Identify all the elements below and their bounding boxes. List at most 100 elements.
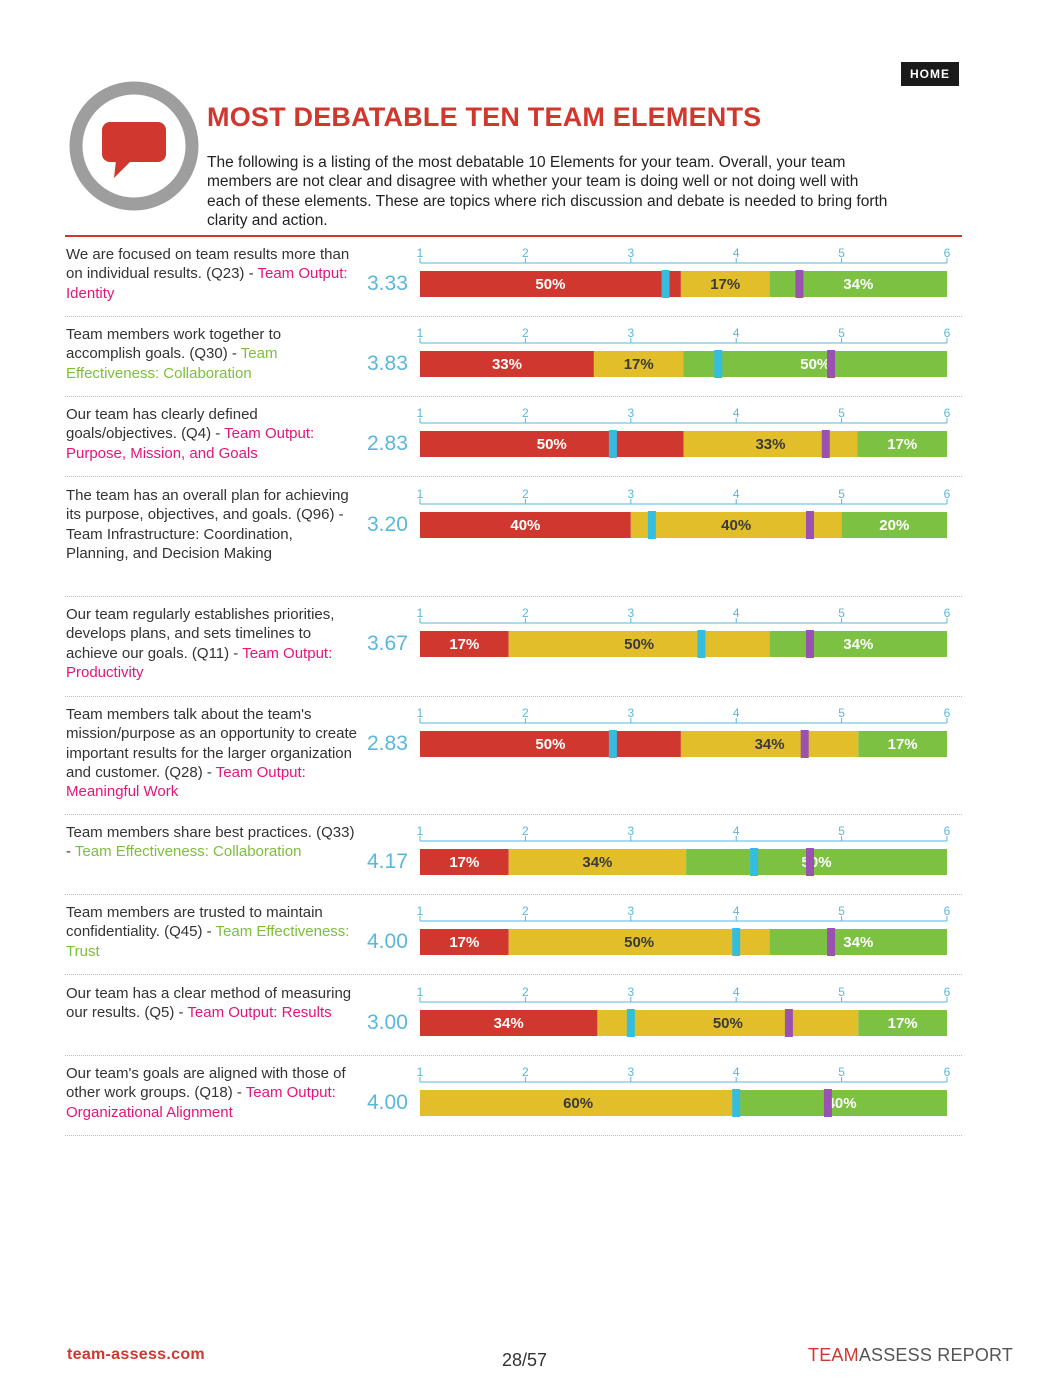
- bar-segment-yellow: [593, 351, 684, 377]
- row-divider: [65, 696, 962, 697]
- scale-tick-label: 2: [522, 246, 529, 260]
- bar-segment-green: [683, 351, 947, 377]
- bar-segment-green: [686, 849, 947, 875]
- element-row: Team members are trusted to maintain con…: [65, 903, 962, 983]
- category-link[interactable]: Team Output: Results: [187, 1004, 332, 1022]
- scale-tick-label: 3: [627, 606, 634, 620]
- category-link[interactable]: Team Effectiveness: Collaboration: [74, 843, 302, 861]
- statement-text: Team members work together to accomplish…: [66, 326, 282, 363]
- scale-tick-label: 4: [733, 487, 740, 501]
- statement-text: Our team regularly establishes prioritie…: [66, 606, 335, 662]
- bar-segment-green: [841, 512, 947, 538]
- scale-tick-label: 4: [733, 606, 740, 620]
- category-link[interactable]: Team Output: Productivity: [66, 644, 333, 681]
- scale-tick-label: 6: [944, 904, 951, 918]
- element-statement: Our team's goals are aligned with those …: [66, 1064, 358, 1122]
- scale-tick-label: 5: [838, 985, 845, 999]
- category-link[interactable]: Team Effectiveness: Collaboration: [66, 345, 278, 382]
- scale-tick-label: 5: [838, 824, 845, 838]
- team-average-marker: [608, 430, 617, 458]
- category-link[interactable]: Team Effectiveness: Trust: [66, 923, 350, 960]
- bar-segment-label: 40%: [510, 517, 540, 534]
- bar-segment-label: 17%: [624, 356, 654, 373]
- statement-text: Team members talk about the team's missi…: [66, 706, 357, 781]
- scale-tick-label: 2: [522, 487, 529, 501]
- comparison-marker: [805, 630, 814, 658]
- bar-segment-label: 34%: [494, 1015, 524, 1032]
- response-bar-svg: 1 2 3 4 5 6 40% 40% 20%: [417, 487, 951, 539]
- team-average-marker: [661, 270, 670, 298]
- bar-segment-label: 50%: [800, 356, 830, 373]
- bar-segment-label: 34%: [843, 276, 873, 293]
- response-bar-svg: 1 2 3 4 5 6 17% 50% 34%: [417, 606, 951, 658]
- bar-segment-label: 17%: [710, 276, 740, 293]
- bar-segment-label: 50%: [624, 636, 654, 653]
- element-statement: The team has an overall plan for achievi…: [66, 486, 358, 563]
- scale-tick-label: 6: [944, 487, 951, 501]
- response-bar-svg: 1 2 3 4 5 6 33% 17% 50%: [417, 326, 951, 378]
- row-divider: [65, 396, 962, 397]
- footer-site[interactable]: team-assess.com: [67, 1346, 205, 1363]
- bar-segment-label: 50%: [535, 736, 565, 753]
- average-score: 3.00: [367, 1011, 408, 1034]
- scale-tick-label: 5: [838, 326, 845, 340]
- bar-segment-yellow: [680, 731, 859, 757]
- bar-segment-yellow: [597, 1010, 859, 1036]
- bar-segment-label: 34%: [582, 854, 612, 871]
- team-average-marker: [697, 630, 706, 658]
- bar-segment-label: 17%: [887, 436, 917, 453]
- scale-tick-label: 6: [944, 1065, 951, 1079]
- category-link[interactable]: Team Infrastructure: Coordination, Plann…: [66, 525, 293, 562]
- scale-tick-label: 2: [522, 326, 529, 340]
- category-link[interactable]: Team Output: Purpose, Mission, and Goals: [66, 425, 315, 462]
- element-row: Team members share best practices. (Q33)…: [65, 823, 962, 903]
- row-divider: [65, 476, 962, 477]
- element-statement: Team members share best practices. (Q33)…: [66, 823, 358, 862]
- bar-segment-red: [420, 271, 681, 297]
- comparison-marker: [795, 270, 804, 298]
- home-button[interactable]: HOME: [901, 62, 959, 86]
- bar-segment-label: 33%: [755, 436, 785, 453]
- row-divider: [65, 894, 962, 895]
- bar-segment-label: 17%: [888, 736, 918, 753]
- team-average-marker: [647, 511, 656, 539]
- element-statement: Team members work together to accomplish…: [66, 325, 358, 383]
- bar-segment-green: [736, 1090, 947, 1116]
- row-divider: [65, 1055, 962, 1056]
- category-link[interactable]: Team Output: Organizational Alignment: [66, 1084, 336, 1121]
- element-row: Our team regularly establishes prioritie…: [65, 605, 962, 705]
- scale-tick-label: 3: [627, 706, 634, 720]
- chat-bubble-icon: [69, 81, 199, 211]
- scale-tick-label: 4: [733, 406, 740, 420]
- element-row: Team members talk about the team's missi…: [65, 705, 962, 823]
- element-statement: Team members are trusted to maintain con…: [66, 903, 358, 961]
- scale-tick-label: 1: [417, 487, 424, 501]
- response-bar-chart: 1 2 3 4 5 6 50% 33% 17%: [417, 405, 952, 461]
- row-divider: [65, 596, 962, 597]
- response-bar-svg: 1 2 3 4 5 6 17% 50% 34%: [417, 904, 951, 956]
- bar-segment-green: [857, 431, 947, 457]
- bar-segment-red: [420, 631, 509, 657]
- average-score: 2.83: [367, 732, 408, 755]
- bar-segment-red: [420, 731, 681, 757]
- team-average-marker: [714, 350, 723, 378]
- page-title: MOST DEBATABLE TEN TEAM ELEMENTS: [207, 102, 762, 132]
- scale-tick-label: 2: [522, 606, 529, 620]
- bar-segment-yellow: [508, 929, 770, 955]
- response-bar-svg: 1 2 3 4 5 617% 34% 50%: [417, 824, 951, 876]
- element-statement: We are focused on team results more than…: [66, 245, 358, 303]
- bar-segment-green: [769, 929, 947, 955]
- category-link[interactable]: Team Output: Identity: [66, 265, 348, 302]
- bar-segment-red: [420, 351, 594, 377]
- response-bar-svg: 1 2 3 4 5 6 50% 33% 17%: [417, 406, 951, 458]
- footer-brand-team: TEAM: [808, 1345, 859, 1365]
- scale-tick-label: 6: [944, 706, 951, 720]
- category-link[interactable]: Team Output: Meaningful Work: [66, 763, 306, 801]
- bar-segment-label: 40%: [721, 517, 751, 534]
- scale-tick-label: 3: [627, 487, 634, 501]
- scale-tick-label: 4: [733, 1065, 740, 1079]
- scale-tick-label: 1: [417, 406, 424, 420]
- bar-segment-label: 60%: [563, 1095, 593, 1112]
- element-statement: Our team has clearly defined goals/objec…: [66, 405, 358, 463]
- statement-text: Team members share best practices. (Q33)…: [66, 824, 355, 861]
